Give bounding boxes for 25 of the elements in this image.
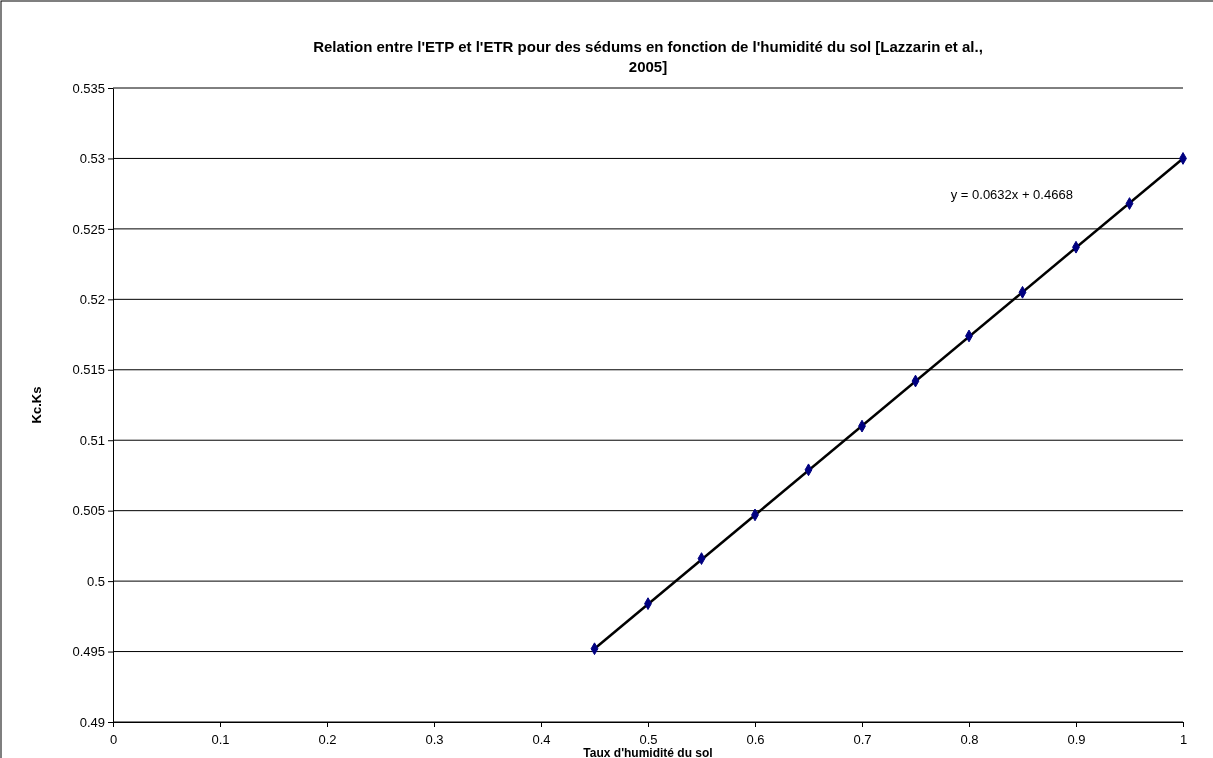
x-tick-label: 0.1 — [211, 732, 230, 748]
y-tick-label: 0.535 — [72, 80, 105, 96]
x-tick-label: 0.7 — [853, 732, 872, 748]
x-axis-title: Taux d'humidité du sol — [583, 746, 713, 758]
x-tick-label: 0.2 — [318, 732, 337, 748]
y-tick-label: 0.51 — [79, 432, 105, 448]
x-tick-label: 0.8 — [960, 732, 979, 748]
y-tick-label: 0.525 — [72, 221, 105, 237]
x-tick-label: 0.5 — [639, 732, 658, 748]
x-tick-label: 0.3 — [425, 732, 444, 748]
y-tick-label: 0.53 — [79, 151, 105, 167]
x-tick-label: 0.9 — [1067, 732, 1086, 748]
x-tick-label: 1 — [1179, 732, 1188, 748]
y-tick-label: 0.515 — [72, 362, 105, 378]
chart-title: Relation entre l'ETP et l'ETR pour des sédums en fonction de l'humidité du sol [Lazzarin et al., 2005] — [313, 38, 983, 76]
x-tick-label: 0.6 — [746, 732, 765, 748]
y-tick-label: 0.52 — [79, 291, 105, 307]
y-tick-label: 0.495 — [72, 644, 105, 660]
y-tick-label: 0.505 — [72, 503, 105, 519]
annotation: y = 0.0632x + 0.4668 — [950, 186, 1073, 202]
y-tick-label: 0.49 — [79, 714, 105, 730]
x-tick-label: 0 — [109, 732, 118, 748]
y-tick-label: 0.5 — [86, 573, 105, 589]
x-tick-label: 0.4 — [532, 732, 551, 748]
y-axis-title: Kc.Ks — [29, 386, 44, 424]
